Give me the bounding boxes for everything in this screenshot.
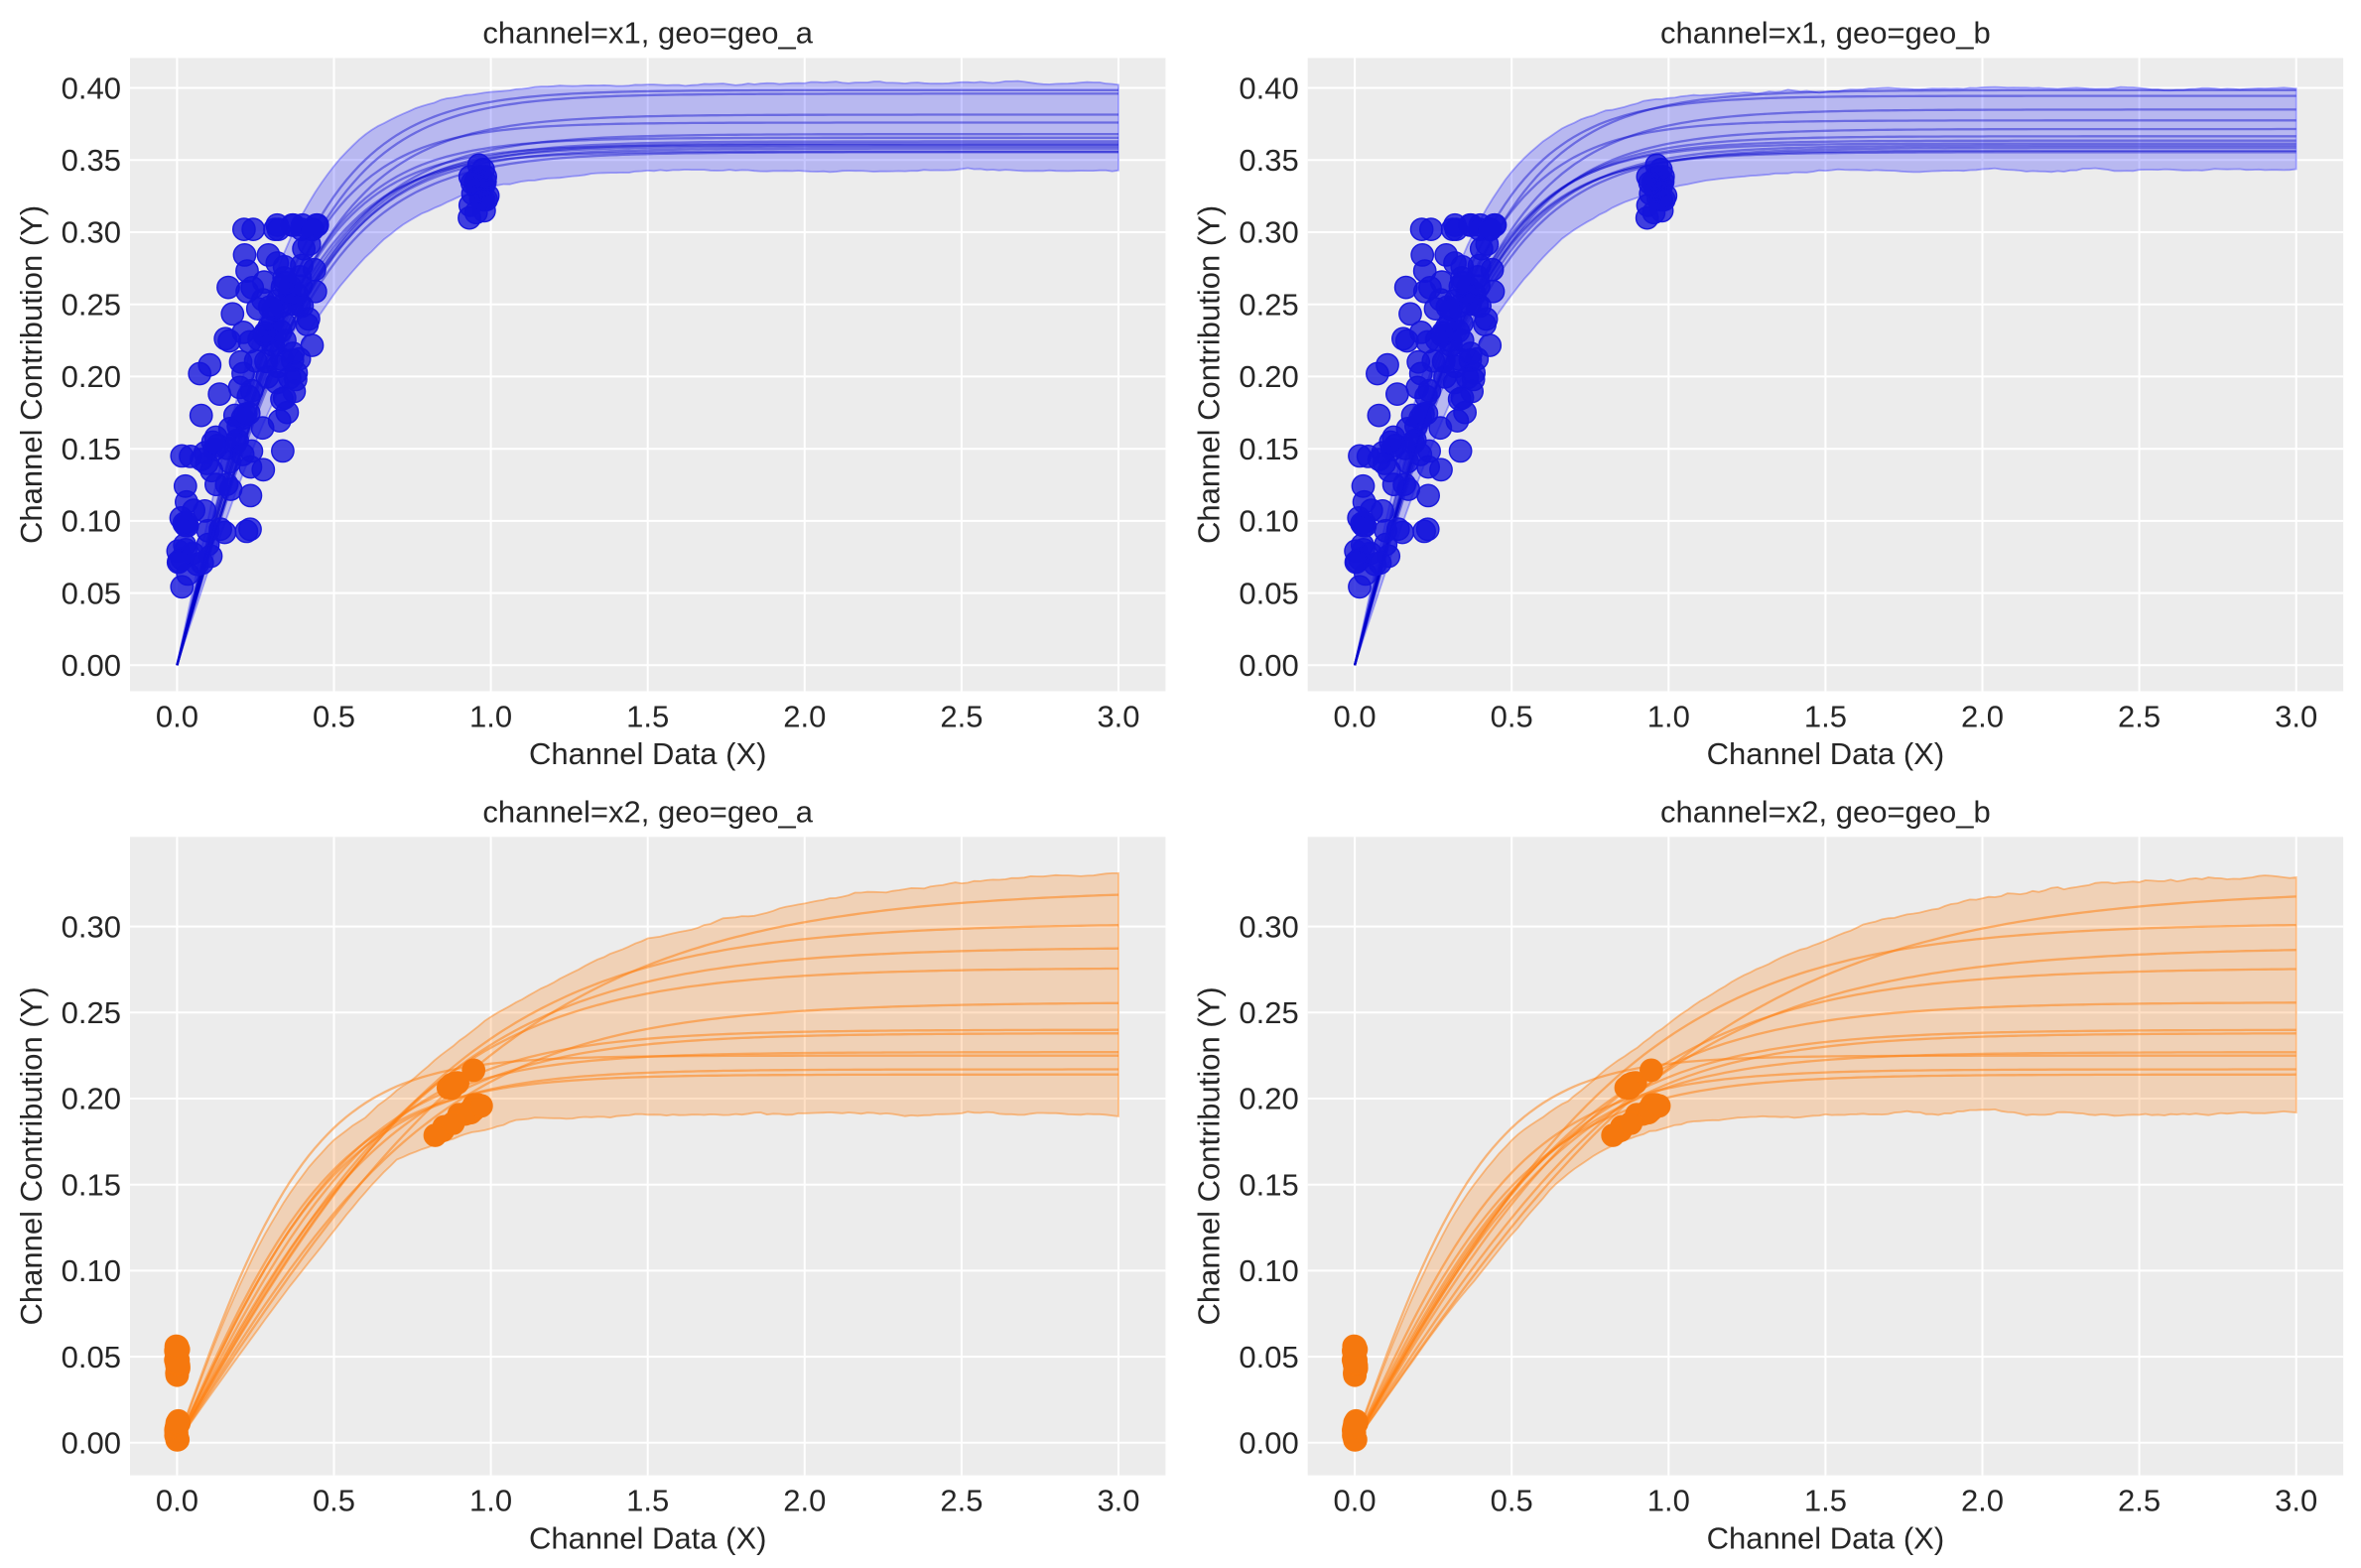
svg-text:0.25: 0.25: [62, 995, 121, 1030]
svg-text:0.35: 0.35: [62, 143, 121, 178]
svg-text:0.15: 0.15: [1239, 432, 1298, 466]
svg-text:0.10: 0.10: [62, 504, 121, 539]
svg-text:0.5: 0.5: [313, 1484, 355, 1518]
svg-text:0.00: 0.00: [62, 648, 121, 683]
svg-text:0.30: 0.30: [62, 909, 121, 944]
svg-text:0.20: 0.20: [62, 1082, 121, 1116]
svg-text:2.0: 2.0: [1961, 699, 2004, 733]
svg-text:1.5: 1.5: [626, 699, 669, 733]
svg-text:0.5: 0.5: [1491, 699, 1533, 733]
svg-text:0.05: 0.05: [1239, 1340, 1298, 1374]
svg-text:Channel Data (X): Channel Data (X): [529, 1520, 767, 1555]
svg-text:0.40: 0.40: [62, 70, 121, 105]
svg-text:Channel Contribution (Y): Channel Contribution (Y): [14, 205, 49, 544]
svg-text:0.00: 0.00: [1239, 648, 1298, 683]
svg-text:0.15: 0.15: [62, 432, 121, 466]
svg-text:channel=x2, geo=geo_b: channel=x2, geo=geo_b: [1660, 794, 1991, 829]
svg-text:1.0: 1.0: [469, 1484, 512, 1518]
svg-text:0.20: 0.20: [1239, 359, 1298, 394]
svg-text:0.40: 0.40: [1239, 70, 1298, 105]
svg-text:Channel Data (X): Channel Data (X): [529, 736, 767, 771]
svg-text:0.05: 0.05: [1239, 576, 1298, 610]
svg-text:0.0: 0.0: [1334, 699, 1377, 733]
svg-text:3.0: 3.0: [1097, 1484, 1139, 1518]
svg-text:0.5: 0.5: [1491, 1484, 1533, 1518]
svg-text:0.30: 0.30: [1239, 215, 1298, 250]
svg-text:2.5: 2.5: [2118, 699, 2161, 733]
svg-text:Channel Contribution (Y): Channel Contribution (Y): [1192, 205, 1227, 544]
svg-text:0.25: 0.25: [1239, 995, 1298, 1030]
svg-text:3.0: 3.0: [1097, 699, 1139, 733]
svg-text:0.25: 0.25: [1239, 287, 1298, 322]
svg-text:Channel Contribution (Y): Channel Contribution (Y): [1192, 986, 1227, 1325]
svg-text:0.15: 0.15: [1239, 1167, 1298, 1202]
svg-text:0.20: 0.20: [62, 359, 121, 394]
svg-text:1.0: 1.0: [1647, 699, 1690, 733]
svg-text:1.0: 1.0: [1647, 1484, 1690, 1518]
svg-text:channel=x1, geo=geo_a: channel=x1, geo=geo_a: [482, 16, 813, 51]
svg-text:0.05: 0.05: [62, 576, 121, 610]
svg-text:0.00: 0.00: [1239, 1426, 1298, 1461]
svg-text:Channel Contribution (Y): Channel Contribution (Y): [14, 986, 49, 1325]
svg-text:0.5: 0.5: [313, 699, 355, 733]
svg-text:Channel Data (X): Channel Data (X): [1707, 736, 1945, 771]
svg-text:1.5: 1.5: [626, 1484, 669, 1518]
svg-text:3.0: 3.0: [2275, 1484, 2317, 1518]
svg-text:0.0: 0.0: [1334, 1484, 1377, 1518]
svg-text:0.0: 0.0: [156, 699, 198, 733]
svg-text:Channel Data (X): Channel Data (X): [1707, 1520, 1945, 1555]
svg-text:1.0: 1.0: [469, 699, 512, 733]
svg-text:0.10: 0.10: [1239, 1253, 1298, 1288]
svg-text:2.0: 2.0: [783, 1484, 826, 1518]
svg-text:0.10: 0.10: [62, 1253, 121, 1288]
svg-text:0.05: 0.05: [62, 1340, 121, 1374]
svg-text:0.00: 0.00: [62, 1426, 121, 1461]
svg-text:0.30: 0.30: [62, 215, 121, 250]
svg-text:1.5: 1.5: [1804, 699, 1847, 733]
svg-text:0.30: 0.30: [1239, 909, 1298, 944]
svg-text:2.5: 2.5: [940, 699, 983, 733]
svg-text:2.0: 2.0: [783, 699, 826, 733]
svg-text:0.0: 0.0: [156, 1484, 198, 1518]
svg-text:channel=x2, geo=geo_a: channel=x2, geo=geo_a: [482, 794, 813, 829]
svg-text:0.10: 0.10: [1239, 504, 1298, 539]
svg-text:1.5: 1.5: [1804, 1484, 1847, 1518]
svg-text:channel=x1, geo=geo_b: channel=x1, geo=geo_b: [1660, 16, 1991, 51]
svg-text:0.25: 0.25: [62, 287, 121, 322]
svg-text:2.0: 2.0: [1961, 1484, 2004, 1518]
svg-text:2.5: 2.5: [2118, 1484, 2161, 1518]
svg-text:0.20: 0.20: [1239, 1082, 1298, 1116]
svg-text:0.35: 0.35: [1239, 143, 1298, 178]
svg-text:3.0: 3.0: [2275, 699, 2317, 733]
svg-text:0.15: 0.15: [62, 1167, 121, 1202]
svg-text:2.5: 2.5: [940, 1484, 983, 1518]
